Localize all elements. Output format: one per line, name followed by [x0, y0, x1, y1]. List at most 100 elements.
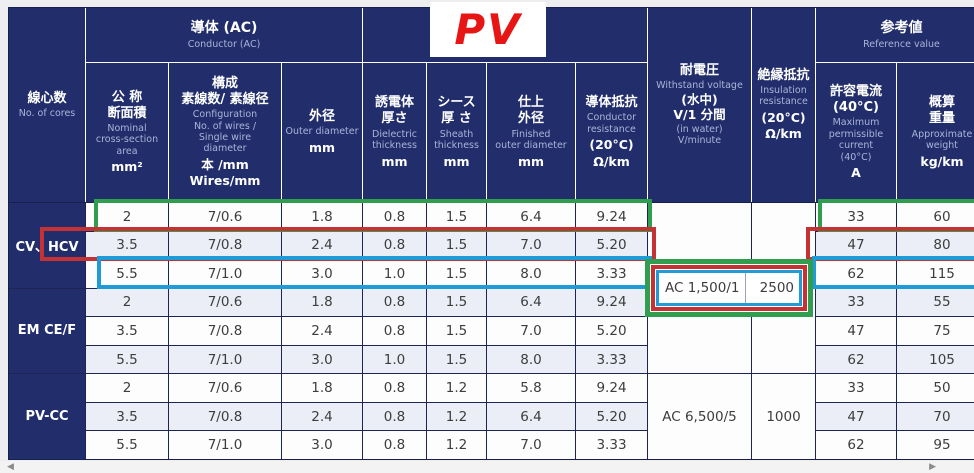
col-header-current-unit: A — [851, 164, 861, 180]
scroll-right-arrow[interactable]: ▶ — [929, 462, 936, 472]
table-cell: 7/0.8 — [169, 402, 281, 431]
row-group-label: EM CE/F — [9, 288, 85, 374]
table-cell: 62 — [816, 431, 896, 459]
horizontal-scrollbar[interactable]: ◀ ▶ — [0, 461, 974, 473]
table-cell: 7.0 — [487, 317, 575, 345]
row-group-label: PV-CC — [9, 374, 85, 459]
col-header-config-unit: 本 /mm Wires/mm — [189, 156, 261, 189]
scroll-left-arrow[interactable]: ◀ — [7, 462, 14, 472]
col-header-area-unit: mm² — [111, 159, 143, 175]
col-header-dielectric: 誘電体 厚さ Dielectric thickness mm — [363, 63, 426, 202]
col-header-withstand-voltage: 耐電圧 Withstand voltage (水中) V/1 分間 (in wa… — [648, 8, 751, 202]
table-cell: 33 — [816, 288, 896, 317]
merged-value-cell: AC 6,500/5 — [648, 374, 751, 459]
table-cell: 2 — [86, 288, 168, 317]
table-cell: 0.8 — [363, 203, 426, 231]
table-cell: 7/0.8 — [169, 317, 281, 345]
table-cell: 7.0 — [487, 231, 575, 260]
table-cell: 5.5 — [86, 345, 168, 374]
table-cell: 3.33 — [576, 260, 647, 288]
table-cell: 5.20 — [576, 231, 647, 260]
row-group-label: CV、HCV — [9, 203, 85, 288]
table-cell: 7/0.6 — [169, 374, 281, 402]
table-cell: 3.0 — [282, 260, 362, 288]
table-cell: 47 — [816, 231, 896, 260]
table-cell: 70 — [897, 402, 974, 431]
pv-label-text: PV — [454, 5, 522, 54]
table-cell: 1.0 — [363, 345, 426, 374]
table-cell: 1.0 — [363, 260, 426, 288]
table-cell: 1.2 — [427, 374, 486, 402]
table-cell: 47 — [816, 317, 896, 345]
col-header-current: 許容電流 (40°C) Maximum permissible current … — [816, 63, 896, 202]
col-header-cores: 線心数 No. of cores — [9, 8, 85, 202]
table-cell: 62 — [816, 260, 896, 288]
table-cell: 105 — [897, 345, 974, 374]
merged-blank-cell — [648, 203, 751, 374]
group-header-conductor-en: Conductor (AC) — [187, 38, 261, 50]
table-cell: 5.8 — [487, 374, 575, 402]
table-cell: 5.20 — [576, 317, 647, 345]
table-cell: 2 — [86, 203, 168, 231]
col-header-resistance: 導体抵抗 Conductor resistance (20°C) Ω/km — [576, 63, 647, 202]
table-cell: 3.5 — [86, 402, 168, 431]
col-header-withstand-en2: (in water) V/minute — [676, 124, 723, 147]
table-cell: 1.5 — [427, 345, 486, 374]
col-header-resistance-unit: (20°C) Ω/km — [589, 137, 634, 169]
col-header-resistance-jp: 導体抵抗 — [585, 95, 638, 111]
table-cell: 7/0.8 — [169, 231, 281, 260]
table-cell: 1.8 — [282, 288, 362, 317]
table-cell: 80 — [897, 231, 974, 260]
table-cell: 1.5 — [427, 203, 486, 231]
col-header-config: 構成 素線数/ 素線径 Configuration No. of wires /… — [169, 63, 281, 202]
col-header-resistance-en: Conductor resistance — [586, 112, 637, 135]
table-cell: 7/1.0 — [169, 431, 281, 459]
col-header-sheath-unit: mm — [443, 153, 470, 169]
col-header-current-en: Maximum permissible current (40°C) — [828, 117, 884, 163]
table-cell: 5.5 — [86, 260, 168, 288]
table-cell: 6.4 — [487, 402, 575, 431]
col-header-insulation-jp: 絶縁抵抗 — [757, 67, 810, 83]
table-cell: 7/0.6 — [169, 288, 281, 317]
table-cell: 3.0 — [282, 431, 362, 459]
table-cell: 9.24 — [576, 374, 647, 402]
table-cell: 1.5 — [427, 231, 486, 260]
table-cell: 3.33 — [576, 345, 647, 374]
col-header-finished-en: Finished outer diameter — [495, 128, 567, 152]
cable-spec-table: 線心数 No. of cores 導体 (AC) Conductor (AC) … — [8, 7, 974, 460]
col-header-cores-jp: 線心数 — [27, 90, 67, 106]
col-header-insulation-unit: (20°C) Ω/km — [761, 109, 806, 142]
group-header-conductor-jp: 導体 (AC) — [190, 20, 258, 37]
table-cell: 7/1.0 — [169, 345, 281, 374]
col-header-weight-en: Approximate weight — [911, 128, 973, 152]
col-header-withstand-jp: 耐電圧 — [679, 63, 719, 79]
table-cell: 7/1.0 — [169, 260, 281, 288]
table-cell: 1.2 — [427, 402, 486, 431]
col-header-finished-od: 仕上 外径 Finished outer diameter mm — [487, 63, 575, 202]
col-header-weight: 概算 重量 Approximate weight kg/km — [897, 63, 974, 202]
table-cell: 6.4 — [487, 288, 575, 317]
table-cell: 7/0.6 — [169, 203, 281, 231]
table-cell: 0.8 — [363, 231, 426, 260]
group-header-reference-jp: 参考値 — [880, 20, 923, 37]
col-header-od-jp: 外径 — [308, 109, 335, 125]
table-cell: 9.24 — [576, 203, 647, 231]
col-header-area-jp: 公 称 断面積 — [107, 89, 147, 121]
table-cell: 3.5 — [86, 231, 168, 260]
table-cell: 62 — [816, 345, 896, 374]
col-header-config-en: Configuration No. of wires / Single wire… — [192, 109, 258, 155]
table-cell: 2.4 — [282, 231, 362, 260]
col-header-weight-unit: kg/km — [920, 153, 964, 169]
table-cell: 2 — [86, 374, 168, 402]
col-header-cores-en: No. of cores — [18, 107, 76, 119]
table-cell: 1.2 — [427, 431, 486, 459]
table-cell: 0.8 — [363, 317, 426, 345]
col-header-config-jp: 構成 素線数/ 素線径 — [181, 75, 269, 107]
col-header-od-en: Outer diameter — [285, 126, 359, 138]
table-cell: 5.5 — [86, 431, 168, 459]
table-cell: 9.24 — [576, 288, 647, 317]
col-header-finished-unit: mm — [517, 153, 545, 169]
merged-value-cell: 1000 — [752, 374, 815, 459]
table-cell: 0.8 — [363, 288, 426, 317]
